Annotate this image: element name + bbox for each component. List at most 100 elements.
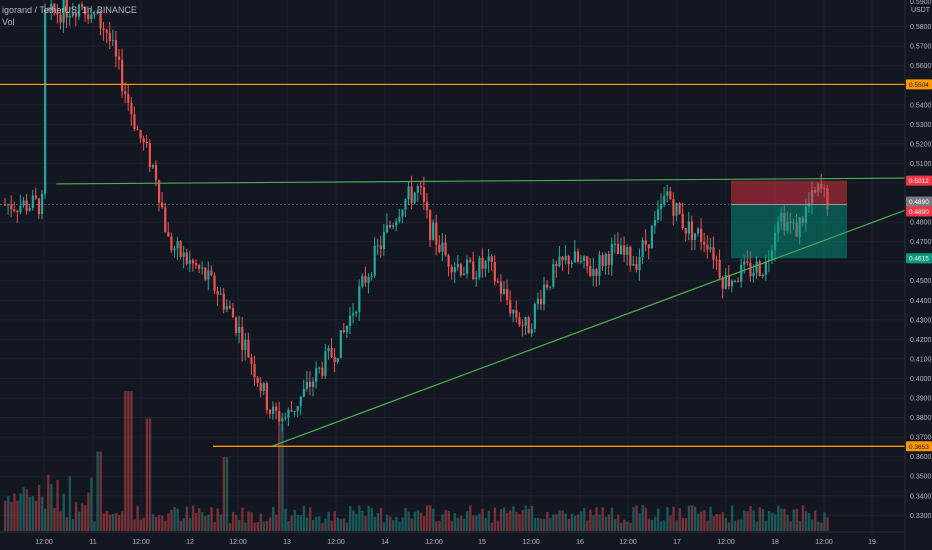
volume-bar: [826, 517, 829, 531]
volume-label[interactable]: Vol: [2, 17, 15, 27]
level-price-tag: [906, 441, 932, 452]
volume-bar: [558, 510, 561, 531]
candle-body: [65, 0, 68, 18]
candle-body: [770, 250, 774, 260]
volume-bar: [47, 474, 50, 531]
candle-body: [644, 240, 647, 245]
candle-body: [450, 266, 453, 273]
volume-bar: [425, 505, 429, 531]
price-axis-label: 0.3300: [910, 513, 932, 520]
candle-body: [509, 300, 512, 314]
candle-body: [675, 203, 678, 216]
candle-body: [216, 290, 219, 295]
volume-bar: [13, 493, 16, 531]
candle-body: [499, 281, 503, 294]
candle-body: [487, 256, 490, 262]
candle-body: [774, 232, 777, 251]
candle-body: [823, 188, 826, 190]
volume-bar: [413, 511, 417, 531]
candle-body: [444, 242, 447, 256]
volume-bar: [299, 515, 303, 531]
volume-bar: [392, 520, 395, 531]
volume-bar: [151, 514, 155, 531]
volume-bar: [576, 514, 580, 531]
volume-bar: [709, 506, 712, 531]
volume-bar: [792, 509, 795, 531]
volume-bar: [746, 511, 749, 531]
volume-bar: [293, 509, 296, 531]
candle-body: [7, 204, 10, 206]
volume-bar: [253, 522, 256, 531]
volume-bar: [99, 451, 102, 531]
time-axis-label: 12:00: [132, 539, 150, 546]
volume-bar: [361, 510, 364, 531]
short-position-tool[interactable]: 0.5012 0.4890 0.4890 0.4615: [0, 175, 932, 264]
volume-bar: [767, 511, 771, 531]
candle-body: [4, 204, 7, 206]
candle-body: [241, 326, 244, 350]
candle-body: [613, 243, 617, 245]
price-axis-label: 0.4400: [910, 298, 932, 305]
volume-bar: [703, 509, 706, 531]
price-axis-label: 0.5900: [910, 0, 932, 6]
volume-bar: [225, 457, 229, 531]
candle-body: [764, 261, 767, 275]
volume-bar: [770, 512, 774, 531]
candle-body: [302, 388, 305, 397]
candle-body: [327, 347, 330, 352]
trendlines[interactable]: [56, 177, 906, 447]
candle-body: [142, 138, 145, 143]
volume-bar: [315, 516, 318, 531]
volume-bar: [506, 512, 509, 531]
candle-body: [558, 256, 561, 267]
volume-bar: [543, 518, 546, 531]
time-axis-label: 16: [576, 539, 584, 546]
candle-body: [817, 183, 820, 193]
candle-body: [546, 284, 549, 288]
time-axis-label: 12: [186, 539, 194, 546]
volume-bar: [586, 520, 589, 531]
candle-body: [512, 310, 515, 314]
candle-body: [108, 32, 111, 42]
volume-bar: [275, 514, 278, 531]
candle-body: [814, 190, 817, 193]
candle-body: [432, 222, 435, 240]
volume-bar: [367, 505, 370, 531]
candle-body: [629, 247, 632, 266]
candle-body: [25, 200, 28, 211]
volume-bar: [228, 522, 232, 531]
volume-bar: [339, 518, 343, 531]
volume-bar: [222, 457, 226, 531]
volume-bar: [644, 507, 648, 531]
volume-bar: [182, 518, 186, 531]
candle-body: [681, 213, 684, 229]
candle-body: [804, 206, 807, 224]
candle-body: [198, 265, 201, 269]
price-axis-label: 0.3600: [910, 454, 932, 461]
volume-bar: [167, 513, 170, 531]
volume-bar: [318, 516, 321, 531]
symbol-title[interactable]: igorand / TetherUS, 1h, BINANCE: [2, 5, 137, 15]
volume-bar: [438, 520, 441, 531]
volume-bar: [348, 505, 352, 531]
candle-body: [447, 255, 450, 267]
candle-body: [441, 242, 444, 252]
volume-bar: [456, 517, 460, 531]
candle-body: [573, 251, 576, 263]
volume-bar: [213, 522, 216, 531]
volume-bar: [607, 514, 611, 531]
candle-body: [271, 406, 275, 414]
candle-body: [117, 56, 121, 60]
horizontal-levels[interactable]: 0.5504 0.3653: [0, 79, 932, 452]
candle-body: [435, 222, 438, 245]
candle-body: [315, 368, 318, 382]
candle-body: [666, 191, 669, 196]
candle-body: [693, 233, 697, 240]
volume-bar: [435, 521, 438, 531]
volume-bar: [700, 511, 703, 531]
volume-bar: [478, 513, 481, 531]
volume-bar: [321, 522, 324, 531]
